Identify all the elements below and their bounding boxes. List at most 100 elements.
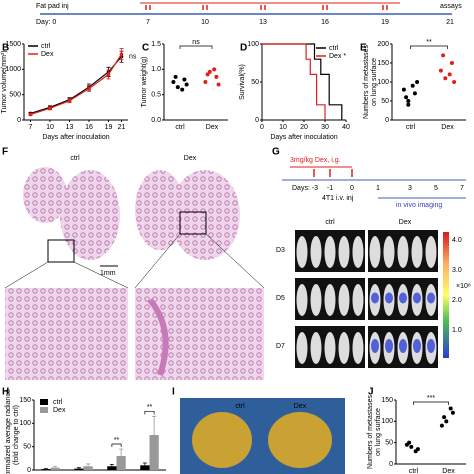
legend-label: Dex *: [329, 53, 346, 60]
y-axis-label: Survival(%): [239, 64, 246, 100]
point: [175, 85, 180, 90]
mouse: [296, 236, 308, 268]
zoom-line: [134, 233, 181, 289]
mouse: [310, 284, 322, 316]
day-label: 0: [350, 185, 354, 192]
point: [28, 112, 33, 117]
point: [412, 91, 417, 96]
mouse: [369, 236, 381, 268]
y-tick-label: 100: [247, 41, 259, 48]
label: 1mm: [100, 270, 116, 277]
point: [443, 76, 448, 81]
label: 3mg/kg Dex, i.g.: [290, 157, 341, 164]
y-tick-label: 50: [381, 98, 389, 105]
point: [448, 406, 453, 411]
histology: ctrl Dex 1mm: [4, 155, 265, 380]
error-bar: [152, 415, 157, 435]
signal: [413, 339, 421, 353]
dose-arrow: [322, 5, 328, 10]
x-tick-label: 0: [260, 124, 264, 131]
colorbar-label: 4.0: [452, 237, 462, 244]
point: [415, 80, 420, 84]
zoom-line: [73, 261, 129, 289]
panel-letter: F: [2, 147, 8, 158]
error-bar: [142, 462, 147, 466]
point: [216, 82, 221, 87]
day-label: 19: [381, 19, 389, 26]
signal: [371, 292, 379, 304]
legend-label: ctrl: [53, 399, 63, 406]
annotation: ns: [129, 54, 137, 61]
imaging: 3mg/kg Dex, i.g. Days: -3 -1 0 1 3 5 7 4T1 i.v…: [276, 157, 471, 368]
point: [449, 61, 454, 65]
point: [407, 440, 412, 445]
mouse: [411, 236, 423, 268]
legend-label: ctrl: [329, 45, 339, 52]
x-tick-label: 10: [279, 124, 287, 131]
lung: [268, 412, 332, 468]
point: [214, 74, 219, 79]
colorbar-label: 3.0: [452, 267, 462, 274]
label: Dex: [399, 219, 412, 226]
x-tick-label: ctrl: [406, 124, 416, 131]
mouse: [338, 284, 350, 316]
y-tick-label: 0.5: [151, 92, 161, 99]
annotation: ns: [192, 39, 200, 46]
bar: [50, 467, 60, 470]
y-tick-label: 0.0: [151, 117, 161, 124]
legend-swatch: [40, 399, 48, 405]
panel-letter: B: [2, 43, 9, 54]
day-label: 3: [408, 185, 412, 192]
error-bar: [109, 464, 114, 467]
mouse: [397, 236, 409, 268]
dose-arrow: [202, 5, 208, 10]
day-label: 16: [321, 19, 329, 26]
point: [203, 80, 208, 84]
bracket: [111, 443, 122, 447]
y-tick-label: 0: [385, 117, 389, 124]
x-axis-label: Days after inoculation: [270, 134, 337, 141]
bar: [41, 469, 51, 470]
bracket: [410, 45, 448, 49]
point: [409, 444, 414, 449]
bar: [140, 465, 150, 470]
x-tick-label: 10: [46, 124, 54, 131]
signal: [399, 339, 407, 353]
day-label: 5: [434, 185, 438, 192]
y-axis-label: on lung surface: [371, 58, 378, 106]
label: Fat pad inj: [36, 3, 69, 10]
point: [450, 410, 455, 415]
y-axis-label: Numbers of metastases: [363, 45, 370, 119]
row-label: D7: [276, 343, 285, 350]
series-line: [30, 56, 122, 114]
day-label: -1: [327, 185, 333, 192]
label: assays: [440, 3, 462, 10]
label: Dex: [294, 403, 307, 410]
point: [413, 449, 418, 454]
point: [184, 82, 189, 87]
y-axis-label: Tumor volume(mm³): [1, 50, 8, 113]
mouse: [338, 236, 350, 268]
survival-curve: [262, 43, 343, 120]
vessel: [147, 298, 169, 376]
point: [171, 80, 176, 84]
legend-swatch: [40, 407, 48, 413]
bracket: [413, 401, 449, 405]
label: ×10⁸: [456, 283, 471, 290]
label: Day: 0: [36, 19, 56, 26]
zoom-line: [4, 261, 49, 289]
x-tick-label: ctrl: [175, 124, 185, 131]
x-axis-label: Days after inoculation: [42, 134, 109, 141]
point: [406, 102, 411, 107]
bar: [116, 456, 126, 470]
x-tick-label: 13: [66, 124, 74, 131]
y-tick-label: 0: [255, 117, 259, 124]
day-label: 21: [446, 19, 454, 26]
bracket: [179, 45, 213, 49]
point: [119, 52, 124, 56]
error-bar: [86, 463, 91, 467]
y-tick-label: 100: [381, 418, 393, 425]
error-bar: [119, 448, 124, 456]
bar: [74, 468, 84, 470]
